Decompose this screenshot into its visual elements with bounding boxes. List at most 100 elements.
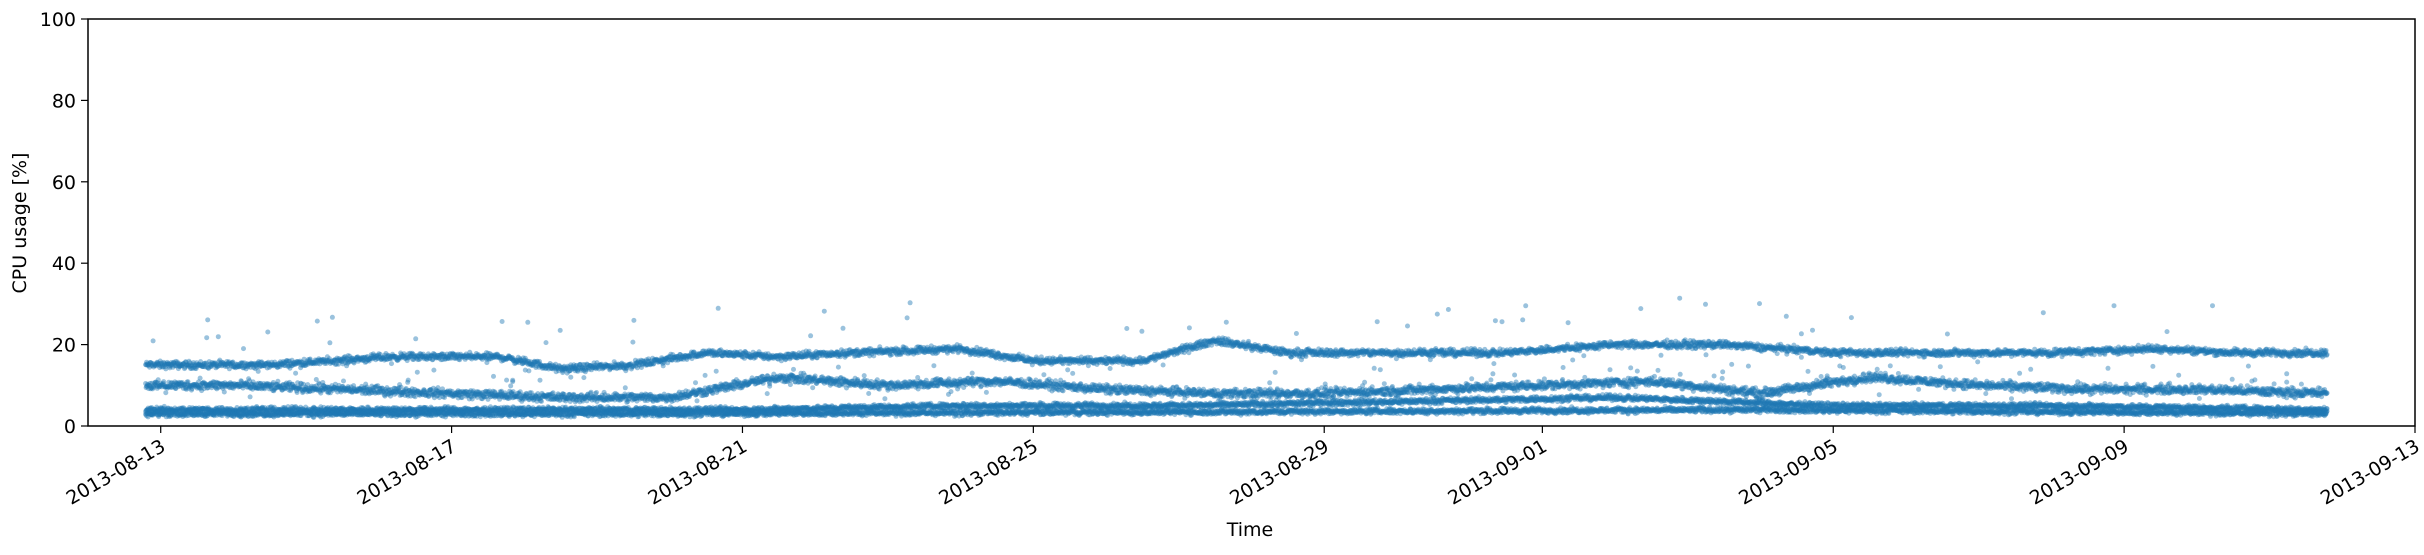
data-point <box>204 364 210 370</box>
data-point <box>242 364 248 369</box>
data-point <box>333 357 339 363</box>
data-point <box>345 360 351 366</box>
data-point <box>353 357 359 363</box>
data-point <box>1774 351 1780 357</box>
data-point <box>274 362 280 368</box>
data-point <box>289 357 295 363</box>
data-point <box>270 362 276 368</box>
data-point <box>256 362 262 367</box>
data-point <box>216 359 222 365</box>
data-point <box>344 358 350 364</box>
data-point <box>153 361 159 367</box>
data-point <box>318 358 324 364</box>
data-point <box>284 358 290 364</box>
data-point <box>354 355 360 361</box>
data-point <box>211 360 217 366</box>
data-point <box>821 308 827 314</box>
data-point <box>175 366 181 372</box>
data-point <box>306 358 312 364</box>
data-point <box>249 362 255 368</box>
data-point <box>364 355 370 360</box>
data-point <box>361 358 367 363</box>
data-point <box>252 366 258 372</box>
data-point <box>231 363 237 369</box>
data-point <box>175 361 181 367</box>
data-point <box>168 363 174 369</box>
data-point <box>269 361 275 367</box>
data-point <box>221 361 227 367</box>
data-point <box>356 357 362 363</box>
data-point <box>348 356 354 362</box>
data-point <box>213 365 219 371</box>
data-point <box>164 359 170 365</box>
data-point <box>1492 318 1498 324</box>
data-point <box>167 361 173 367</box>
data-point <box>199 364 205 370</box>
data-point <box>325 359 331 365</box>
data-point <box>254 364 260 370</box>
data-point <box>1124 326 1130 331</box>
data-point <box>147 360 153 365</box>
data-point <box>208 363 214 369</box>
data-point <box>156 361 162 366</box>
data-point <box>237 363 242 369</box>
data-point <box>239 363 244 369</box>
data-point <box>178 361 184 367</box>
data-point <box>151 361 157 367</box>
data-point <box>184 362 189 368</box>
data-point <box>251 361 257 367</box>
data-point <box>330 359 336 365</box>
data-point <box>295 359 301 365</box>
data-point <box>187 360 193 366</box>
data-point <box>208 364 214 369</box>
data-point <box>194 363 200 369</box>
data-point <box>315 357 321 363</box>
data-point <box>358 356 364 362</box>
data-point <box>362 359 368 365</box>
data-point <box>326 356 332 362</box>
data-point <box>171 360 177 366</box>
data-point <box>177 363 183 369</box>
data-point <box>174 360 180 366</box>
data-point <box>202 364 208 370</box>
data-point <box>304 360 310 366</box>
data-point <box>302 360 308 366</box>
data-point <box>144 362 150 368</box>
data-point <box>196 363 202 368</box>
data-point <box>173 358 179 364</box>
data-point <box>630 339 636 345</box>
data-point <box>320 359 326 365</box>
data-point <box>328 359 334 365</box>
data-point <box>262 361 268 367</box>
data-point <box>207 362 213 368</box>
data-point <box>286 358 291 364</box>
data-point <box>277 364 283 370</box>
data-point <box>352 357 358 363</box>
data-point <box>272 359 278 365</box>
data-point <box>1703 301 1708 307</box>
data-point <box>179 363 185 369</box>
data-point <box>323 359 329 365</box>
data-point <box>283 363 288 369</box>
data-point <box>840 325 846 331</box>
data-point <box>350 355 356 361</box>
data-point <box>1405 323 1410 329</box>
data-point <box>171 359 177 365</box>
data-point <box>245 364 251 370</box>
data-point <box>1445 307 1451 312</box>
data-point <box>231 364 237 370</box>
data-point <box>1520 317 1526 323</box>
data-point <box>266 361 272 367</box>
data-point <box>228 361 234 367</box>
data-point <box>253 363 259 369</box>
data-point <box>298 362 304 368</box>
data-point <box>307 357 313 363</box>
data-point <box>307 356 313 362</box>
data-point <box>332 361 338 367</box>
data-point <box>273 363 279 369</box>
data-point <box>260 362 266 368</box>
data-point <box>279 361 285 367</box>
data-point <box>226 366 232 372</box>
data-point <box>258 363 264 369</box>
